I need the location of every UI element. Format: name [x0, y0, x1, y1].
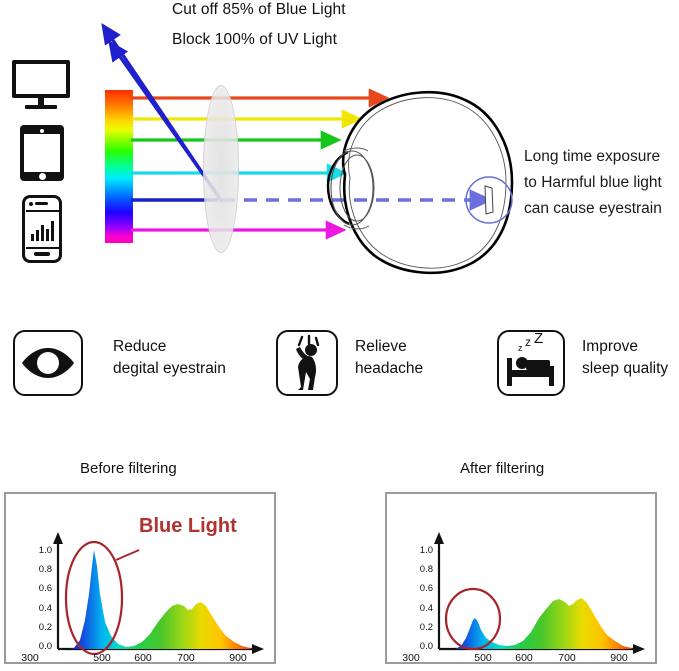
smartphone-icon — [22, 195, 62, 263]
headache-icon — [296, 334, 320, 390]
smartphone-bar-chart — [31, 219, 55, 241]
benefit-icon-box-sleep: z z Z — [497, 330, 565, 396]
benefit-icon-box-eye — [13, 330, 83, 396]
monitor-icon — [12, 60, 74, 112]
x-tick-300: 300 — [402, 652, 420, 662]
chart-title-after: After filtering — [460, 460, 545, 477]
x-axis-arrow — [633, 644, 645, 654]
y-tick-0.0: 0.0 — [420, 641, 433, 652]
tablet-icon — [20, 125, 64, 181]
blue-light-leader-line — [115, 549, 140, 561]
spectral-power-curve — [439, 598, 633, 649]
tablet-camera — [40, 128, 44, 133]
smartphone-divider — [25, 247, 59, 249]
y-tick-1.0: 1.0 — [39, 545, 52, 556]
chart-after-svg: 1.0 0.8 0.6 0.4 0.2 0.0 300 500 600 700 … — [402, 532, 645, 664]
benefit-headache-line-2: headache — [355, 360, 424, 377]
light-ray-diagram — [101, 23, 514, 275]
x-tick-700: 700 — [558, 652, 576, 662]
x-tick-300: 300 — [21, 652, 39, 662]
sleep-z-small: z — [518, 343, 523, 353]
benefit-eye-line-1: Reduce — [113, 338, 167, 355]
x-tick-600: 600 — [515, 652, 533, 662]
y-tick-0.8: 0.8 — [39, 564, 52, 575]
headline-cut-off-blue-light: Cut off 85% of Blue Light — [172, 1, 346, 18]
x-tick-500: 500 — [93, 652, 111, 662]
headline-block-uv-light: Block 100% of UV Light — [172, 31, 338, 48]
x-tick-500: 500 — [474, 652, 492, 662]
y-tick-0.6: 0.6 — [39, 583, 52, 594]
blue-light-annotation: Blue Light — [139, 515, 237, 537]
y-tick-0.2: 0.2 — [39, 622, 52, 633]
sleep-icon: z z Z — [507, 330, 554, 386]
eye-note-line-3: can cause eyestrain — [524, 200, 662, 217]
y-tick-0.8: 0.8 — [420, 564, 433, 575]
y-tick-0.6: 0.6 — [420, 583, 433, 594]
eye-note-line-1: Long time exposure — [524, 148, 661, 165]
x-tick-900: 900 — [610, 652, 628, 662]
eye-note-line-2: to Harmful blue light — [524, 174, 662, 191]
benefit-icon-box-headache — [276, 330, 338, 396]
benefit-label-sleep: Improve sleep quality — [582, 336, 668, 380]
sleep-z-mid: z — [525, 335, 531, 349]
smartphone-camera — [29, 201, 33, 206]
smartphone-home-button — [34, 252, 50, 256]
eye-icon — [22, 348, 74, 378]
eye-diagram — [326, 90, 514, 275]
y-tick-0.2: 0.2 — [420, 622, 433, 633]
monitor-neck — [38, 98, 44, 106]
eye-note: Long time exposure to Harmful blue light… — [524, 144, 662, 222]
light-spectrum-bar — [105, 90, 133, 243]
benefit-sleep-line-1: Improve — [582, 338, 638, 355]
eyeglass-lens — [203, 85, 239, 253]
x-tick-700: 700 — [177, 652, 195, 662]
y-axis-arrow — [434, 532, 444, 544]
chart-before-filtering: 1.0 0.8 0.6 0.4 0.2 0.0 300 500 600 700 … — [4, 492, 276, 664]
chart-before-svg: 1.0 0.8 0.6 0.4 0.2 0.0 300 500 600 700 … — [21, 532, 264, 664]
monitor-base — [25, 105, 57, 109]
benefit-eye-line-2: degital eyestrain — [113, 360, 226, 377]
benefit-label-headache: Relieve headache — [355, 336, 423, 380]
spectral-power-curve — [58, 550, 252, 649]
smartphone-earpiece — [35, 202, 48, 205]
tablet-screen — [24, 134, 60, 172]
benefit-sleep-line-2: sleep quality — [582, 360, 669, 377]
chart-after-filtering: 1.0 0.8 0.6 0.4 0.2 0.0 300 500 600 700 … — [385, 492, 657, 664]
x-tick-900: 900 — [229, 652, 247, 662]
monitor-screen — [12, 60, 70, 98]
y-tick-0.4: 0.4 — [420, 603, 433, 614]
x-tick-600: 600 — [134, 652, 152, 662]
chart-title-before: Before filtering — [80, 460, 177, 477]
y-tick-0.0: 0.0 — [39, 641, 52, 652]
x-axis-arrow — [252, 644, 264, 654]
uv-reflected-ray-2 — [108, 40, 221, 198]
benefit-label-eye: Reduce degital eyestrain — [113, 336, 226, 380]
tablet-home-button — [38, 173, 46, 180]
benefit-headache-line-1: Relieve — [355, 338, 407, 355]
y-axis-arrow — [53, 532, 63, 544]
sleep-z-big: Z — [534, 332, 543, 347]
blue-light-highlight-ellipse — [64, 540, 124, 656]
y-tick-0.4: 0.4 — [39, 603, 52, 614]
y-tick-1.0: 1.0 — [420, 545, 433, 556]
blue-light-highlight-ellipse — [444, 587, 502, 651]
smartphone-divider — [25, 210, 59, 212]
